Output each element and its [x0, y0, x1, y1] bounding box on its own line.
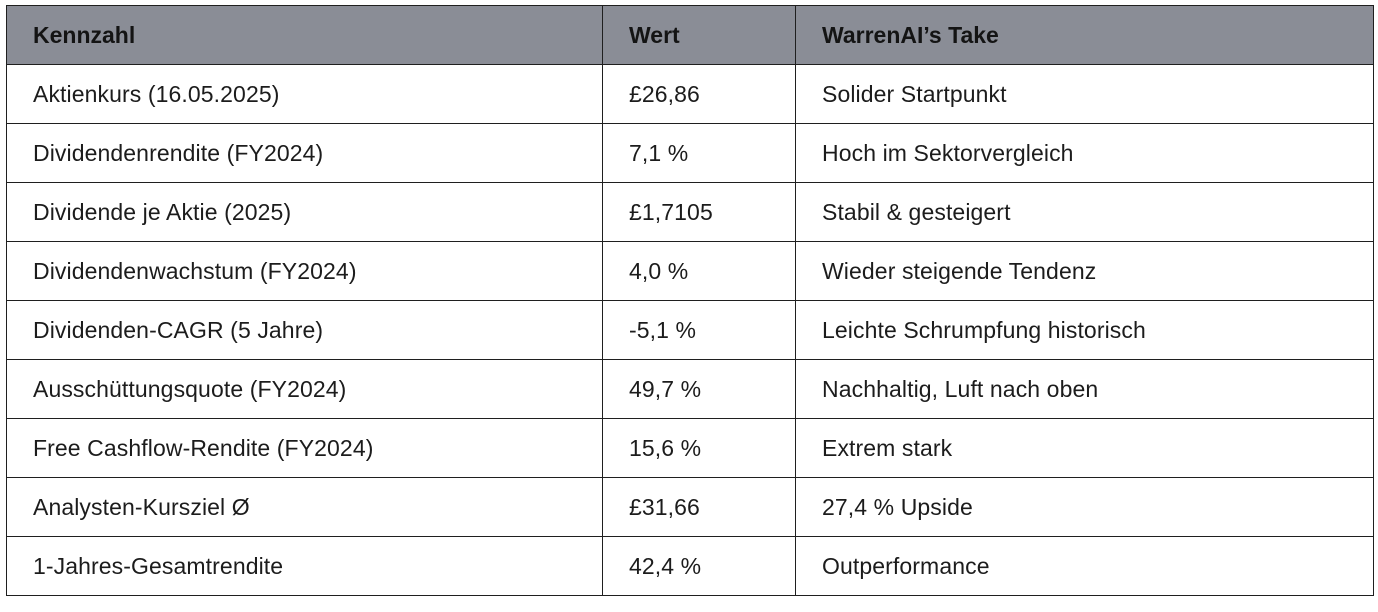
table-row: Ausschüttungsquote (FY2024) 49,7 % Nachh…: [6, 359, 1374, 419]
table-row: 1-Jahres-Gesamtrendite 42,4 % Outperform…: [6, 536, 1374, 596]
cell-kennzahl: Dividendenwachstum (FY2024): [6, 241, 603, 301]
cell-take: Extrem stark: [795, 418, 1374, 478]
cell-take: Nachhaltig, Luft nach oben: [795, 359, 1374, 419]
cell-take: Outperformance: [795, 536, 1374, 596]
table-row: Dividendenwachstum (FY2024) 4,0 % Wieder…: [6, 241, 1374, 301]
header-row: Kennzahl Wert WarrenAI’s Take: [6, 5, 1374, 65]
cell-wert: 7,1 %: [602, 123, 796, 183]
header-take: WarrenAI’s Take: [795, 5, 1374, 65]
cell-kennzahl: Dividenden-CAGR (5 Jahre): [6, 300, 603, 360]
metrics-table-container: Kennzahl Wert WarrenAI’s Take Aktienkurs…: [6, 5, 1374, 596]
table-row: Dividende je Aktie (2025) £1,7105 Stabil…: [6, 182, 1374, 242]
header-wert: Wert: [602, 5, 796, 65]
metrics-table: Kennzahl Wert WarrenAI’s Take Aktienkurs…: [6, 5, 1374, 596]
cell-kennzahl: Aktienkurs (16.05.2025): [6, 64, 603, 124]
table-row: Aktienkurs (16.05.2025) £26,86 Solider S…: [6, 64, 1374, 124]
header-kennzahl: Kennzahl: [6, 5, 603, 65]
table-row: Analysten-Kursziel Ø £31,66 27,4 % Upsid…: [6, 477, 1374, 537]
cell-kennzahl: Dividende je Aktie (2025): [6, 182, 603, 242]
cell-wert: £31,66: [602, 477, 796, 537]
cell-wert: £26,86: [602, 64, 796, 124]
cell-wert: 42,4 %: [602, 536, 796, 596]
table-row: Dividenden-CAGR (5 Jahre) -5,1 % Leichte…: [6, 300, 1374, 360]
cell-take: Hoch im Sektorvergleich: [795, 123, 1374, 183]
cell-wert: -5,1 %: [602, 300, 796, 360]
cell-kennzahl: 1-Jahres-Gesamtrendite: [6, 536, 603, 596]
table-body: Aktienkurs (16.05.2025) £26,86 Solider S…: [6, 64, 1374, 596]
cell-take: 27,4 % Upside: [795, 477, 1374, 537]
table-row: Free Cashflow-Rendite (FY2024) 15,6 % Ex…: [6, 418, 1374, 478]
cell-take: Wieder steigende Tendenz: [795, 241, 1374, 301]
cell-wert: 49,7 %: [602, 359, 796, 419]
cell-kennzahl: Ausschüttungsquote (FY2024): [6, 359, 603, 419]
cell-take: Leichte Schrumpfung historisch: [795, 300, 1374, 360]
cell-take: Stabil & gesteigert: [795, 182, 1374, 242]
cell-wert: 15,6 %: [602, 418, 796, 478]
cell-wert: 4,0 %: [602, 241, 796, 301]
cell-kennzahl: Analysten-Kursziel Ø: [6, 477, 603, 537]
cell-kennzahl: Dividendenrendite (FY2024): [6, 123, 603, 183]
cell-take: Solider Startpunkt: [795, 64, 1374, 124]
cell-kennzahl: Free Cashflow-Rendite (FY2024): [6, 418, 603, 478]
cell-wert: £1,7105: [602, 182, 796, 242]
table-header: Kennzahl Wert WarrenAI’s Take: [6, 5, 1374, 65]
table-row: Dividendenrendite (FY2024) 7,1 % Hoch im…: [6, 123, 1374, 183]
